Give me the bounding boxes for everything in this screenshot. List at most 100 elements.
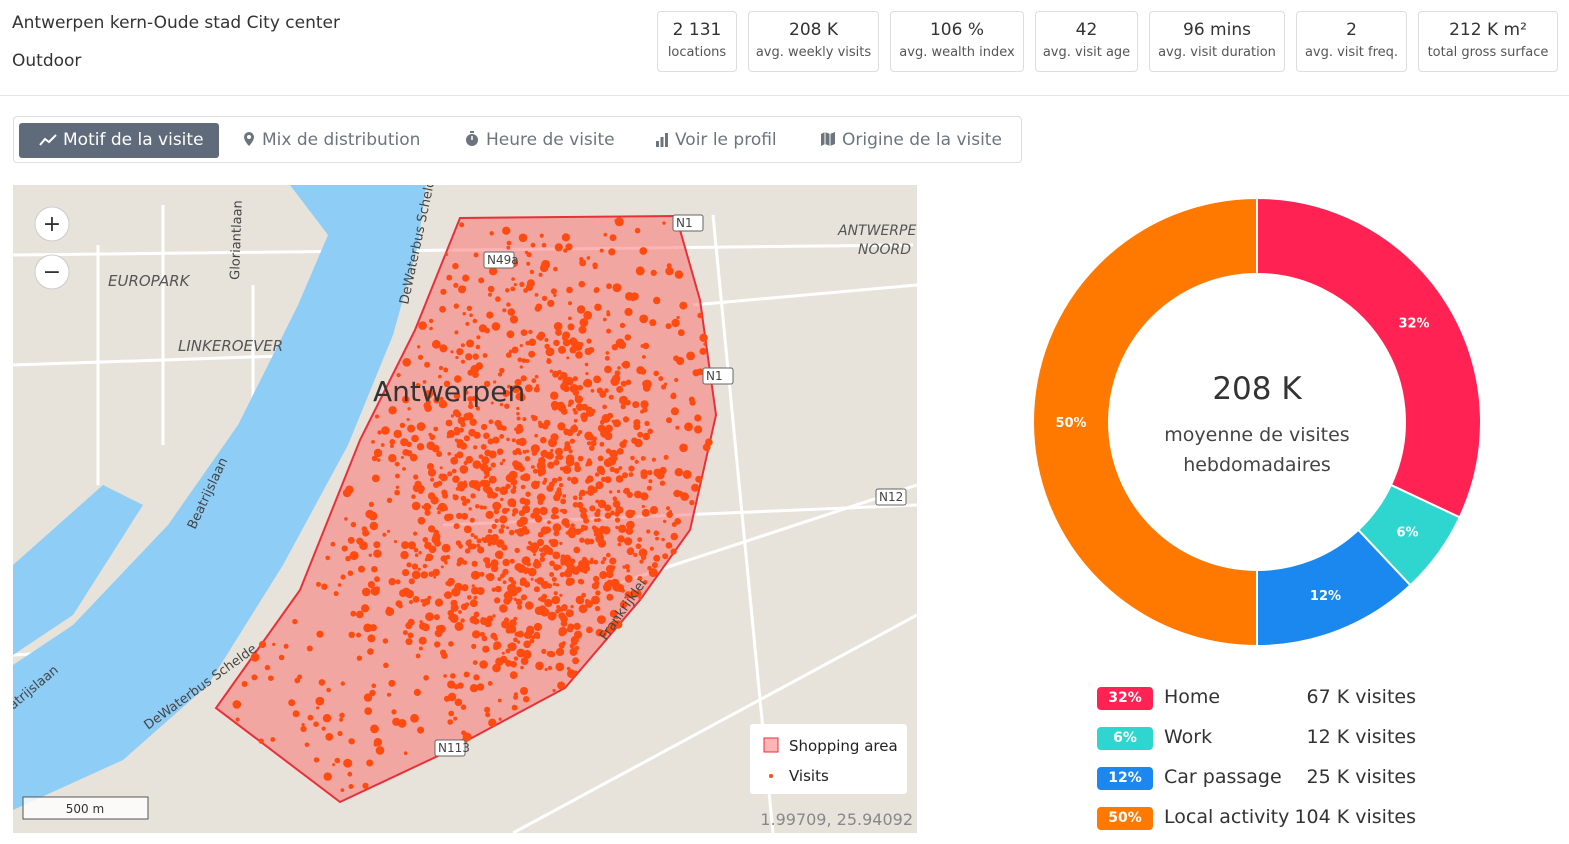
visit-dot <box>500 524 506 529</box>
visit-dot <box>507 384 511 389</box>
visit-dot <box>322 714 332 723</box>
visit-dot <box>534 293 539 297</box>
tab[interactable]: Voir le profil <box>655 123 777 158</box>
visit-dot <box>609 609 618 618</box>
visit-dot <box>440 565 444 569</box>
visit-dot <box>482 505 487 510</box>
visit-dot <box>472 318 478 324</box>
visit-dot <box>356 537 364 545</box>
visit-dot <box>526 627 535 636</box>
visit-dot <box>585 490 589 494</box>
visit-dot <box>333 591 339 597</box>
visit-dot <box>519 281 525 287</box>
visit-dot <box>471 395 478 402</box>
visit-dot <box>452 494 459 501</box>
visit-dot <box>560 382 569 391</box>
visit-dot <box>614 616 619 620</box>
stat-card: 2 131 locations <box>657 11 737 72</box>
visit-dot <box>342 488 352 498</box>
donut-slice <box>1256 196 1482 519</box>
tab[interactable]: Mix de distribution <box>242 123 420 158</box>
visit-dot <box>407 407 411 411</box>
visit-dot <box>555 647 565 657</box>
visit-dot <box>264 664 271 671</box>
visit-dot <box>528 329 533 335</box>
visit-dot <box>459 560 463 564</box>
visit-dot <box>572 657 580 665</box>
visit-dot <box>511 704 518 711</box>
visit-dot <box>604 355 610 361</box>
visit-dot <box>655 536 659 541</box>
visit-dot <box>628 465 635 472</box>
visit-dot <box>461 512 469 520</box>
visit-dot <box>570 476 579 485</box>
visit-dot <box>539 556 545 562</box>
visit-dot <box>407 424 416 433</box>
tab[interactable]: Motif de la visite <box>19 123 219 158</box>
visit-dot <box>437 502 447 512</box>
visit-dot <box>463 460 468 466</box>
visit-dot <box>434 641 441 648</box>
center-value: 208 K <box>1212 371 1302 407</box>
visit-dot <box>502 458 506 463</box>
visit-dot <box>375 746 385 755</box>
visit-dot <box>541 593 548 600</box>
visit-dot <box>427 468 437 477</box>
visit-dot <box>646 529 651 534</box>
visit-dot <box>487 542 492 547</box>
visit-dot <box>500 497 504 502</box>
visit-dot <box>640 409 645 414</box>
visit-dot <box>439 396 444 402</box>
visit-dot <box>535 661 544 671</box>
visit-dot <box>561 641 566 645</box>
visit-dot <box>626 547 635 556</box>
visit-dot <box>339 712 345 718</box>
visit-dot <box>460 495 467 502</box>
visit-dot <box>341 545 348 552</box>
zoom-out[interactable]: − <box>34 254 70 290</box>
visit-dot <box>637 537 643 542</box>
visit-dot <box>431 444 440 453</box>
visit-dot <box>495 296 501 302</box>
visit-dot <box>626 491 633 498</box>
visit-dot <box>559 466 564 471</box>
visit-dot <box>574 528 582 535</box>
visit-dot <box>389 439 396 445</box>
visit-dot <box>518 463 523 468</box>
visit-dot <box>476 683 485 691</box>
visit-dot <box>568 449 573 454</box>
visit-dot <box>622 472 628 479</box>
zoom-in[interactable]: + <box>34 206 70 242</box>
visit-dot <box>509 558 515 564</box>
map[interactable]: EUROPARK LINKEROEVER Antwerpen ANTWERPE NOOR… <box>13 185 917 833</box>
visit-dot <box>582 381 587 386</box>
visit-dot <box>362 782 369 789</box>
visit-dot <box>555 329 562 336</box>
visit-dot <box>585 600 593 608</box>
visit-dot <box>640 400 649 409</box>
visit-dot <box>479 660 488 669</box>
visit-dot <box>436 451 443 457</box>
visit-dot <box>594 580 600 586</box>
visit-dot <box>574 465 582 473</box>
visit-dot <box>478 324 487 333</box>
visit-dot <box>519 365 523 369</box>
visit-dot <box>472 353 479 360</box>
tab[interactable]: Heure de visite <box>464 123 615 158</box>
visit-dot <box>564 376 574 386</box>
visit-dot <box>538 597 542 601</box>
visit-dot <box>625 527 634 535</box>
visit-dot <box>505 659 512 667</box>
visit-dot <box>534 558 539 564</box>
visit-dot <box>620 588 625 593</box>
visit-dot <box>560 508 564 513</box>
visit-dot <box>450 414 454 418</box>
visit-dot <box>382 638 389 644</box>
visit-dot <box>560 556 567 564</box>
location-type: Outdoor <box>12 51 82 71</box>
visit-dot <box>547 665 553 671</box>
visit-dot <box>450 350 454 354</box>
tab[interactable]: Origine de la visite <box>820 123 1002 158</box>
visit-dot <box>487 285 495 293</box>
visit-dot <box>423 675 429 681</box>
